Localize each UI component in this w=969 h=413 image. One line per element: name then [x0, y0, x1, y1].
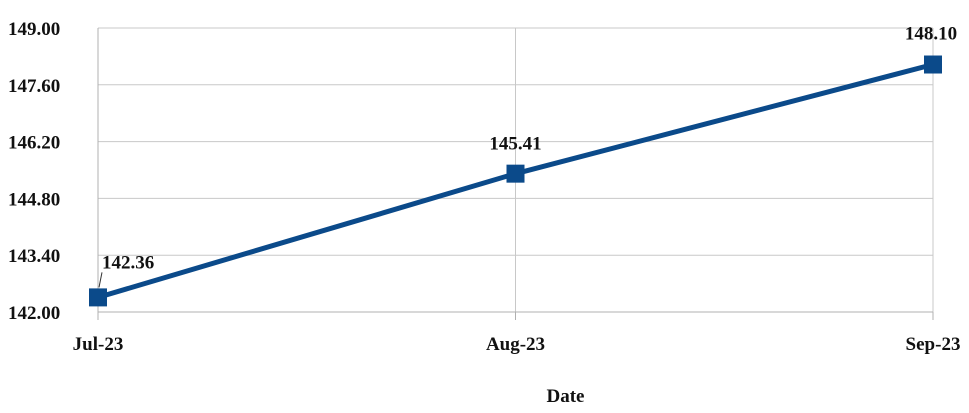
y-tick-label: 144.80 [8, 189, 60, 210]
axes [97, 28, 934, 320]
y-tick-label: 142.00 [8, 303, 60, 324]
data-point-marker [924, 55, 942, 74]
x-tick-label: Sep-23 [906, 334, 961, 355]
data-labels: 142.36 145.41 148.10 [98, 24, 957, 288]
data-label: 142.36 [102, 252, 154, 273]
data-point-marker [89, 288, 107, 307]
y-tick-label: 143.40 [8, 246, 60, 267]
y-tick-label: 147.60 [8, 76, 60, 97]
x-tick-labels: Jul-23 Aug-23 Sep-23 [73, 334, 961, 355]
data-label-leader [98, 272, 103, 288]
data-point-marker [506, 164, 525, 183]
data-label: 148.10 [905, 24, 957, 45]
y-tick-label: 149.00 [8, 19, 60, 40]
x-axis-title: Date [547, 386, 585, 407]
y-tick-labels: 142.00 143.40 144.80 146.20 147.60 149.00 [8, 19, 60, 324]
x-tick-label: Jul-23 [73, 334, 124, 355]
y-tick-label: 146.20 [8, 133, 60, 154]
x-tick-label: Aug-23 [486, 334, 545, 355]
data-label: 145.41 [489, 134, 541, 155]
series [89, 55, 942, 307]
